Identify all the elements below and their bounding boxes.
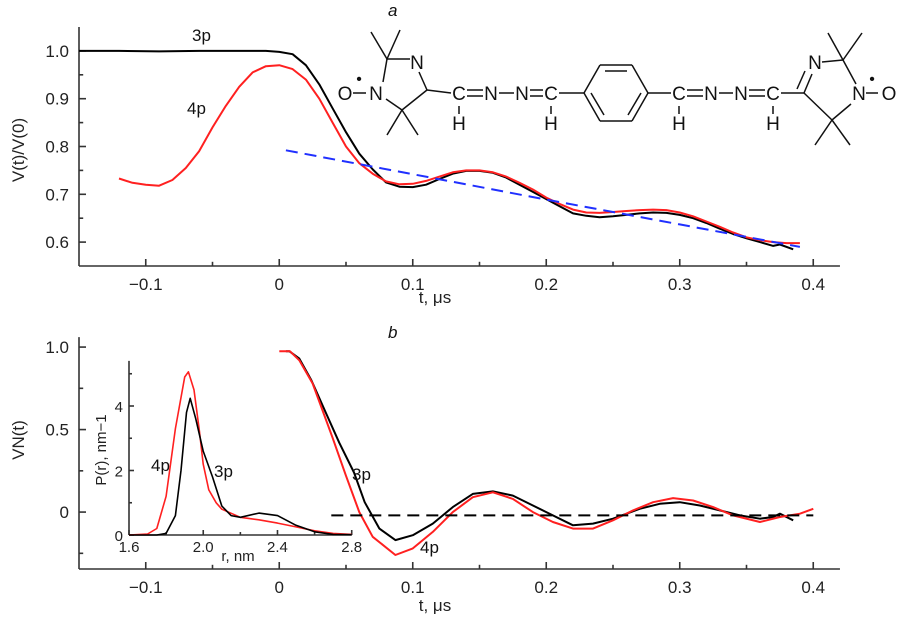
radical-dot: • bbox=[869, 71, 875, 88]
x-tick-label: 2.4 bbox=[267, 539, 288, 556]
atom-H: H bbox=[766, 114, 780, 135]
x-tick-label: 2.8 bbox=[341, 539, 362, 556]
x-tick-label: 0.1 bbox=[401, 275, 425, 294]
bond bbox=[831, 119, 851, 146]
bond bbox=[842, 59, 857, 85]
bond bbox=[814, 119, 833, 146]
atom-N: N bbox=[704, 84, 718, 105]
series-line-3p bbox=[285, 350, 794, 542]
bond bbox=[401, 89, 428, 111]
bond bbox=[590, 92, 605, 116]
y-tick-label: 0.9 bbox=[45, 90, 69, 109]
atom-N: N bbox=[369, 84, 383, 105]
atom-C: C bbox=[766, 84, 780, 105]
series-label-3p: 3p bbox=[214, 462, 233, 481]
bond bbox=[418, 71, 428, 91]
bond bbox=[401, 109, 419, 136]
x-tick-label: 1.6 bbox=[119, 539, 140, 556]
series-label-4p: 4p bbox=[420, 538, 439, 557]
atom-C: C bbox=[672, 84, 686, 105]
atom-N: N bbox=[734, 84, 748, 105]
y-axis-title: V(t)/V(0) bbox=[9, 118, 28, 182]
radical-dot: • bbox=[356, 71, 362, 88]
series-line-3p bbox=[79, 49, 794, 251]
y-tick-label: 1.0 bbox=[45, 42, 69, 61]
y-tick-label: 2 bbox=[115, 464, 123, 481]
y-tick-label: 4 bbox=[115, 399, 123, 416]
molecule-structure: O NNC N N CH HC N N CH HNN O• • bbox=[338, 29, 897, 146]
atom-H: H bbox=[544, 114, 558, 135]
series-line-4p bbox=[128, 371, 352, 536]
x-tick-label: 0 bbox=[275, 275, 284, 294]
bond bbox=[382, 58, 388, 83]
bond bbox=[827, 32, 844, 61]
series-line-4p bbox=[118, 64, 800, 245]
y-tick-label: 0 bbox=[60, 503, 69, 522]
atom-O: O bbox=[882, 84, 897, 105]
x-tick-label: −0.1 bbox=[129, 578, 163, 597]
atom-N: N bbox=[808, 53, 822, 74]
x-tick-label: 2.0 bbox=[193, 539, 214, 556]
y-tick-label: 0.8 bbox=[45, 138, 69, 157]
x-axis-title: t, μs bbox=[419, 596, 451, 615]
bond bbox=[386, 29, 401, 60]
bond bbox=[821, 59, 844, 63]
bond bbox=[385, 98, 403, 111]
bond bbox=[370, 31, 388, 60]
x-tick-label: 0 bbox=[275, 578, 284, 597]
atom-C: C bbox=[544, 84, 558, 105]
atom-N: N bbox=[515, 84, 529, 105]
x-tick-label: 0.4 bbox=[801, 275, 825, 294]
x-tick-label: 0.3 bbox=[668, 578, 692, 597]
atom-H: H bbox=[672, 114, 686, 135]
bond bbox=[426, 89, 452, 94]
series-label-3p: 3p bbox=[192, 26, 211, 45]
bond bbox=[631, 64, 649, 94]
bond bbox=[803, 92, 833, 121]
bond bbox=[627, 92, 642, 116]
y-tick-label: 0 bbox=[115, 528, 123, 545]
bond bbox=[842, 32, 863, 61]
atom-H: H bbox=[452, 114, 466, 135]
y-tick-label: 0.6 bbox=[45, 233, 69, 252]
y-tick-label: 1.0 bbox=[45, 338, 69, 357]
y-axis-title: P(r), nm−1 bbox=[93, 414, 110, 485]
x-tick-label: 0.4 bbox=[801, 578, 825, 597]
series-line-4p bbox=[279, 350, 814, 556]
atom-O: O bbox=[338, 84, 353, 105]
panel-label-b: b bbox=[388, 323, 397, 342]
panel-b: −0.1 0 0.1 0.2 0.3 0.4 0 0.5 1.0 t, μs VN(t) 3p 4p bbox=[9, 337, 840, 615]
panel-a: −0.1 0 0.1 0.2 0.3 0.4 0.6 0.7 0.8 0.9 1.0 t, μs V(t… bbox=[9, 26, 840, 307]
atom-N: N bbox=[852, 84, 866, 105]
y-tick-label: 0.5 bbox=[45, 421, 69, 440]
series-line-3p bbox=[129, 397, 352, 536]
panel-label-a: a bbox=[388, 1, 397, 20]
atom-N: N bbox=[410, 53, 424, 74]
x-tick-label: 0.2 bbox=[534, 578, 558, 597]
x-tick-label: 0.2 bbox=[534, 275, 558, 294]
atom-C: C bbox=[452, 84, 466, 105]
bond bbox=[796, 70, 806, 90]
atom-N: N bbox=[484, 84, 498, 105]
bond bbox=[583, 92, 601, 122]
panel-b-inset: 1.6 2.0 2.4 2.8 0 2 4 r, nm P(r), nm−1 4p 3p bbox=[93, 360, 362, 565]
series-line-dashed-2 bbox=[285, 149, 801, 248]
bond bbox=[803, 73, 813, 94]
x-tick-label: 0.3 bbox=[668, 275, 692, 294]
bond bbox=[583, 64, 601, 94]
y-tick-label: 0.7 bbox=[45, 185, 69, 204]
bond bbox=[831, 103, 852, 121]
y-axis-title: VN(t) bbox=[9, 420, 28, 460]
x-tick-label: 0.1 bbox=[401, 578, 425, 597]
x-tick-label: −0.1 bbox=[129, 275, 163, 294]
bond bbox=[631, 92, 649, 122]
series-label-4p: 4p bbox=[187, 99, 206, 118]
x-axis-title: r, nm bbox=[221, 548, 254, 565]
x-axis-title: t, μs bbox=[419, 288, 451, 307]
series-label-3p: 3p bbox=[352, 465, 371, 484]
series-label-4p: 4p bbox=[151, 456, 170, 475]
bond bbox=[386, 109, 403, 136]
